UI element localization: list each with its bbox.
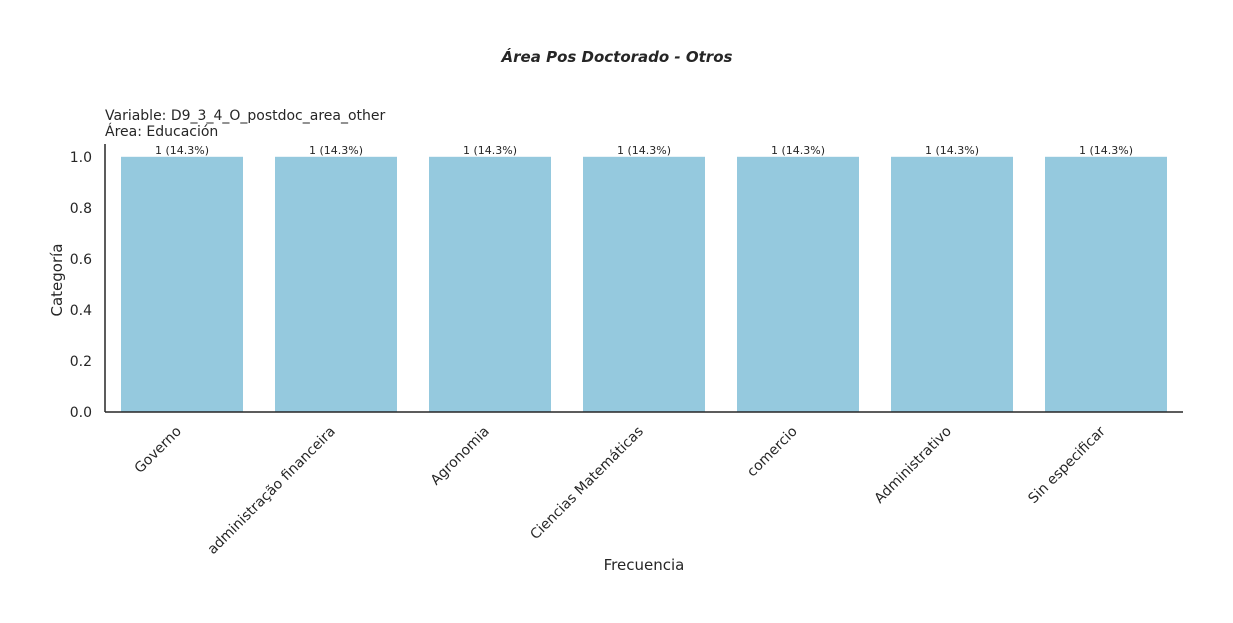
- bar-data-label: 1 (14.3%): [617, 144, 671, 157]
- bar-data-label: 1 (14.3%): [771, 144, 825, 157]
- chart-title: Área Pos Doctorado - Otros: [501, 47, 733, 66]
- x-ticks-layer: Governo administração financeira Agronomia…: [132, 423, 1109, 557]
- bar: [429, 156, 551, 412]
- chart-subtitle-variable: Variable: D9_3_4_O_postdoc_area_other: [105, 108, 386, 124]
- data-labels-layer: 1 (14.3%) 1 (14.3%) 1 (14.3%) 1 (14.3%) 1 (1…: [155, 144, 1133, 157]
- y-tick-label: 1.0: [70, 150, 92, 166]
- y-tick-label: 0.4: [70, 303, 92, 319]
- x-tick-label: Agronomia: [428, 424, 493, 489]
- y-tick-label: 0.2: [70, 354, 92, 370]
- x-tick-label: administração financeira: [205, 424, 339, 558]
- bar: [1045, 156, 1167, 412]
- y-tick-label: 0.0: [70, 405, 92, 421]
- x-tick-label: Sin especificar: [1025, 423, 1109, 507]
- bar: [891, 156, 1013, 412]
- x-axis-label: Frecuencia: [604, 556, 685, 574]
- bar: [275, 156, 397, 412]
- x-tick-label: comercio: [744, 424, 801, 481]
- bar-data-label: 1 (14.3%): [463, 144, 517, 157]
- bar-data-label: 1 (14.3%): [309, 144, 363, 157]
- x-tick-label: Ciencias Matemáticas: [527, 424, 647, 544]
- bar-data-label: 1 (14.3%): [1079, 144, 1133, 157]
- bar-data-label: 1 (14.3%): [925, 144, 979, 157]
- bar: [121, 156, 243, 412]
- y-tick-label: 0.8: [70, 201, 92, 217]
- chart-subtitle-area: Área: Educación: [105, 123, 218, 140]
- bars-layer: [121, 156, 1167, 412]
- y-axis-label: Categoría: [48, 243, 66, 316]
- bar-data-label: 1 (14.3%): [155, 144, 209, 157]
- y-ticks-layer: 0.0 0.2 0.4 0.6 0.8 1.0: [70, 150, 92, 421]
- y-tick-label: 0.6: [70, 252, 92, 268]
- x-tick-label: Administrativo: [871, 424, 954, 507]
- x-tick-label: Governo: [132, 424, 185, 477]
- bar: [737, 156, 859, 412]
- bar: [583, 156, 705, 412]
- axes-layer: [104, 144, 1183, 413]
